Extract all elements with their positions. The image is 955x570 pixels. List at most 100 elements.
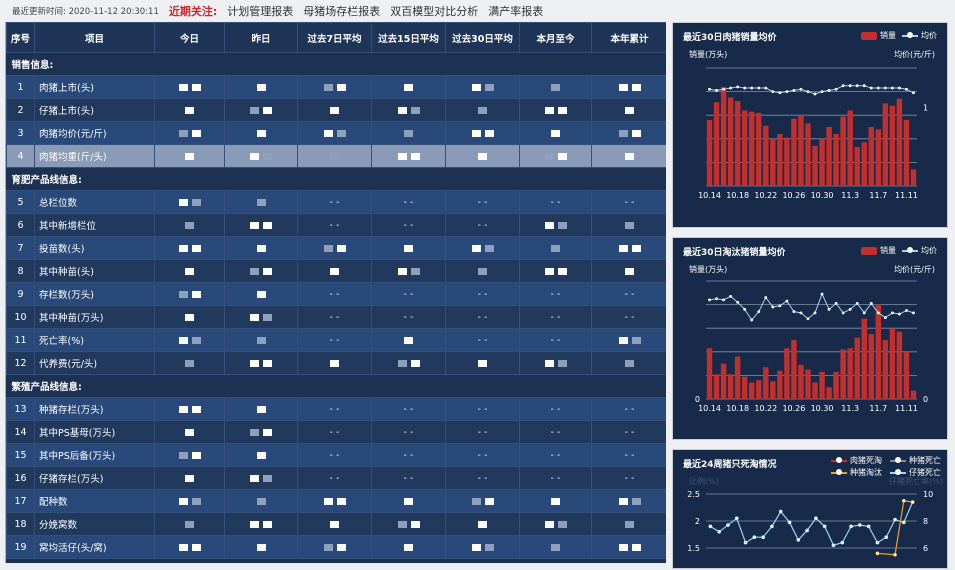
- cell-value-redacted: [519, 512, 592, 536]
- price-point: [736, 300, 740, 304]
- table-row[interactable]: 8 其中种苗(头): [6, 259, 666, 283]
- cell-value: - -: [297, 190, 372, 214]
- table-row[interactable]: 19 窝均活仔(头/窝): [6, 535, 666, 559]
- price-point: [764, 86, 768, 90]
- link-model-comparison[interactable]: 双百模型对比分析: [390, 5, 479, 18]
- table-row[interactable]: 14 其中PS基母(万头) - -- -- -- -- -: [6, 420, 666, 444]
- cell-value-redacted: [154, 512, 225, 536]
- cell-value-redacted: [519, 489, 592, 513]
- bar: [791, 340, 797, 399]
- link-full-production-report[interactable]: 满产率报表: [488, 5, 544, 18]
- update-time: 2020-11-12 20:30:11: [68, 7, 159, 17]
- bar: [805, 123, 811, 186]
- price-point: [848, 307, 852, 311]
- bar: [749, 382, 755, 399]
- table-row[interactable]: 4 肉猪均重(斤/头): [6, 144, 666, 168]
- x-tick-label: 10.18: [726, 191, 749, 200]
- link-sow-inventory-report[interactable]: 母猪场存栏报表: [303, 5, 381, 18]
- bar: [749, 111, 755, 186]
- chart-title: 最近30日淘汰猪销量均价: [683, 248, 786, 258]
- cell-value-redacted: [591, 144, 666, 168]
- cell-value: - -: [519, 328, 592, 352]
- cell-value-redacted: [297, 535, 372, 559]
- table-row[interactable]: 1 肉猪上市(头): [6, 75, 666, 99]
- table-row[interactable]: 16 仔猪存栏(万头) - -- -- -- -- -: [6, 466, 666, 490]
- chart-legend[interactable]: 销量 均价: [861, 245, 937, 256]
- bar: [777, 134, 783, 186]
- bar: [770, 138, 776, 186]
- row-number: 14: [6, 420, 35, 444]
- top-bar: 最近更新时间: 2020-11-12 20:30:11 近期关注: 计划管理报表…: [12, 2, 543, 20]
- cell-value-redacted: [297, 259, 372, 283]
- price-point: [862, 84, 866, 88]
- table-row[interactable]: 2 仔猪上市(头): [6, 98, 666, 122]
- table-row[interactable]: 6 其中新增栏位 - -- -- -: [6, 213, 666, 237]
- table-row[interactable]: 17 配种数: [6, 489, 666, 513]
- bar: [889, 328, 896, 399]
- series-point: [805, 528, 810, 533]
- price-point: [743, 307, 747, 311]
- cell-value-redacted: [519, 259, 592, 283]
- row-item: 肉猪均价(元/斤): [34, 121, 155, 145]
- price-point: [855, 302, 859, 305]
- price-point: [876, 86, 880, 90]
- price-point: [912, 311, 915, 315]
- bar: [812, 145, 818, 186]
- series-point: [813, 516, 818, 521]
- price-point: [827, 307, 831, 311]
- row-item: 仔猪存栏(万头): [34, 466, 155, 490]
- chart-legend[interactable]: 销量 均价: [861, 30, 937, 41]
- series-point: [778, 509, 783, 514]
- bar: [882, 103, 889, 186]
- bar: [763, 367, 769, 399]
- table-row[interactable]: 11 死亡率(%) - -- -- -: [6, 328, 666, 352]
- bar: [861, 142, 867, 186]
- cell-value-redacted: [224, 351, 298, 375]
- table-row[interactable]: 5 总栏位数 - -- -- -- -- -: [6, 190, 666, 214]
- cell-value-redacted: [371, 328, 446, 352]
- y2-axis-label: 均价(元/斤): [894, 50, 935, 59]
- cell-value: - -: [371, 397, 446, 421]
- cell-value-redacted: [224, 420, 298, 444]
- cell-value: - -: [591, 305, 666, 329]
- bar: [741, 110, 748, 186]
- table-row[interactable]: 18 分娩窝数: [6, 512, 666, 536]
- table-row[interactable]: 15 其中PS后备(万头) - -- -- -- -- -: [6, 443, 666, 467]
- cell-value-redacted: [297, 236, 372, 260]
- x-tick-label: 10.22: [754, 404, 777, 413]
- price-point: [806, 90, 810, 93]
- bar: [910, 169, 917, 186]
- table-row[interactable]: 12 代养费(元/头): [6, 351, 666, 375]
- section-header: 销售信息:: [6, 52, 666, 76]
- cell-value: - -: [371, 443, 446, 467]
- cell-value-redacted: [371, 236, 446, 260]
- table-row[interactable]: 10 其中种苗(万头) - -- -- -- -- -: [6, 305, 666, 329]
- cell-value: - -: [371, 420, 446, 444]
- link-plan-report[interactable]: 计划管理报表: [227, 5, 294, 18]
- y2-tick-label: 0: [923, 395, 928, 404]
- price-point: [890, 311, 894, 315]
- bar: [847, 348, 853, 399]
- cell-value-redacted: [154, 420, 225, 444]
- section-header: 育肥产品线信息:: [6, 167, 666, 191]
- cell-value-redacted: [154, 236, 225, 260]
- row-item: 代养费(元/头): [34, 351, 155, 375]
- table-row[interactable]: 7 投苗数(头): [6, 236, 666, 260]
- cell-value: - -: [297, 328, 372, 352]
- bar: [840, 116, 846, 186]
- price-point: [827, 89, 831, 92]
- row-number: 1: [6, 75, 35, 99]
- price-point: [883, 316, 887, 319]
- chart-legend[interactable]: 肉猪死淘 种猪死亡 种猪淘汰 仔猪死亡: [831, 455, 941, 478]
- cell-value-redacted: [445, 489, 520, 513]
- table-row[interactable]: 9 存栏数(万头) - -- -- -- -- -: [6, 282, 666, 306]
- y-tick-label: 0: [695, 395, 700, 404]
- series-point: [787, 520, 792, 525]
- table-row[interactable]: 13 种猪存栏(万头) - -- -- -- -- -: [6, 397, 666, 421]
- cell-value-redacted: [224, 397, 298, 421]
- table-row[interactable]: 3 肉猪均价(元/斤): [6, 121, 666, 145]
- price-point: [729, 86, 733, 90]
- price-point: [764, 296, 768, 299]
- bar: [791, 118, 797, 186]
- cell-value: - -: [445, 397, 520, 421]
